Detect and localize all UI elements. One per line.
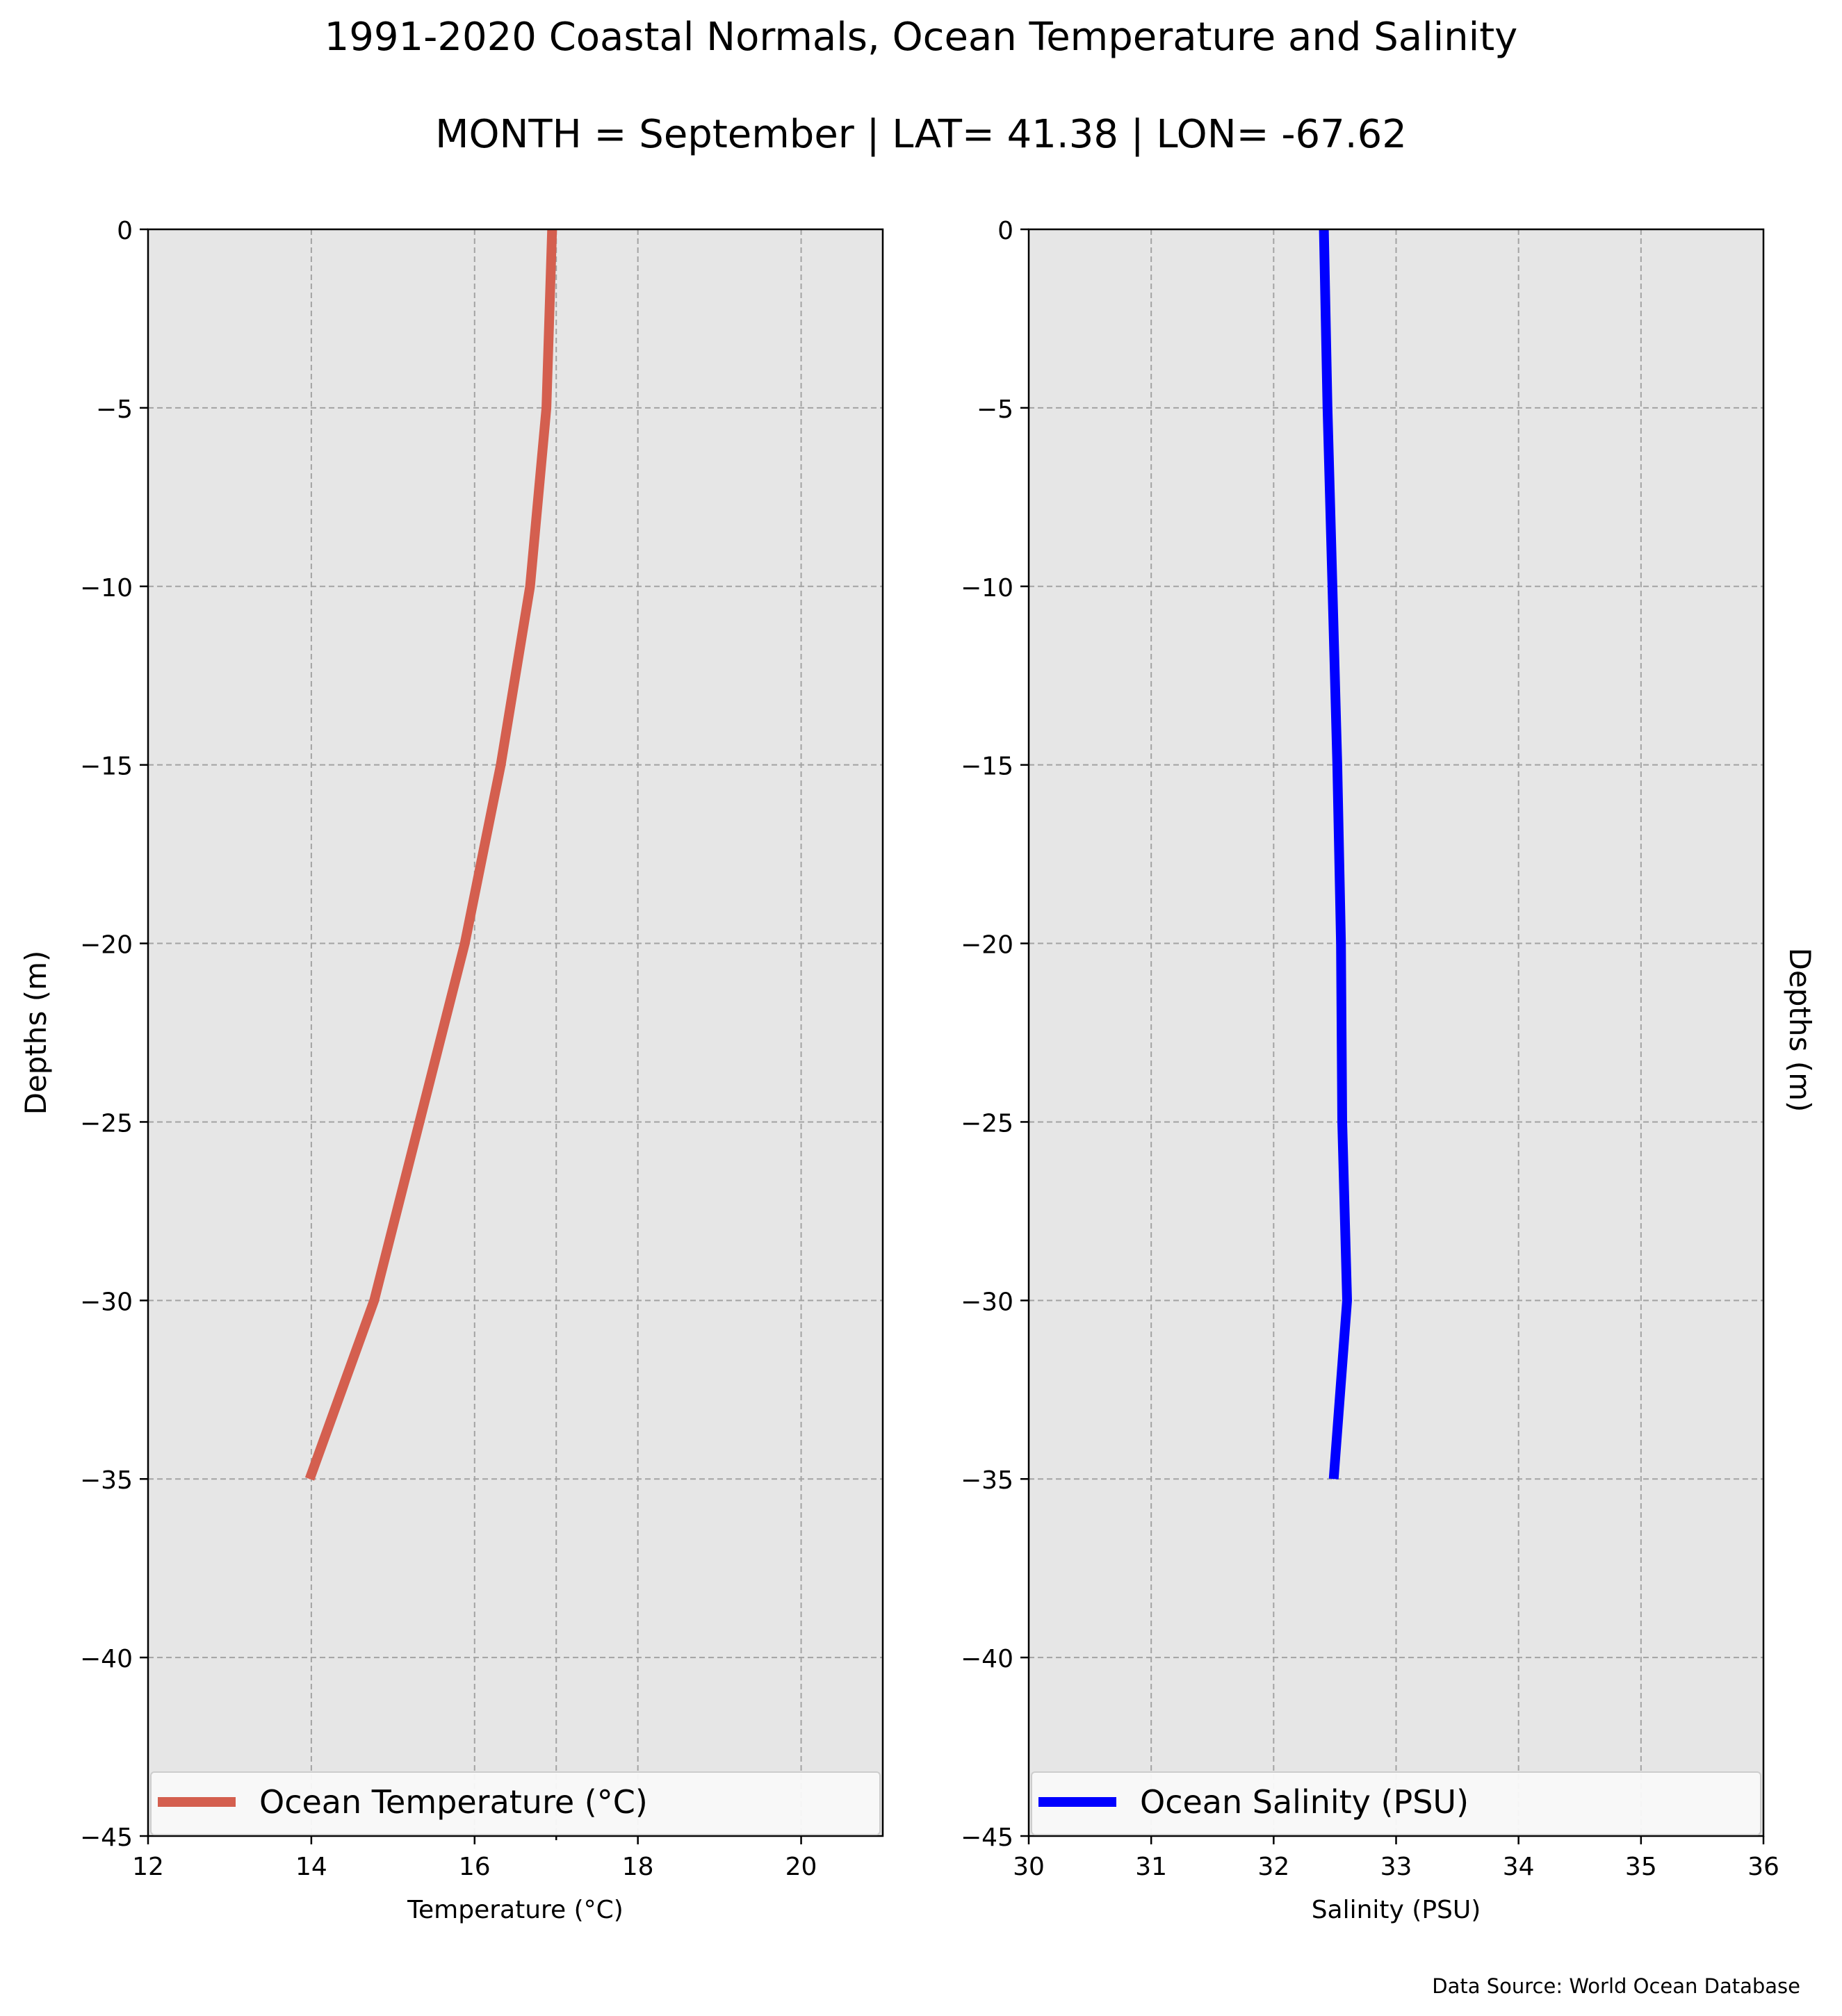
x-tick-label: 16 — [459, 1853, 491, 1881]
y-tick-label: −35 — [961, 1466, 1013, 1495]
legend-box — [150, 1771, 881, 1835]
y-axis-label: Depths (m) — [19, 951, 53, 1115]
x-tick-label: 20 — [785, 1853, 817, 1881]
legend-label: Ocean Temperature (°C) — [259, 1783, 648, 1821]
x-tick-label: 12 — [132, 1853, 164, 1881]
y-tick-label: −25 — [80, 1109, 133, 1138]
y-tick-label: −10 — [80, 574, 133, 603]
y-tick-label: 0 — [997, 217, 1013, 245]
y-tick-label: −20 — [80, 931, 133, 960]
legend: Ocean Salinity (PSU) — [1031, 1771, 1761, 1835]
y-tick-label: −30 — [80, 1288, 133, 1316]
y-tick-label: −5 — [96, 395, 133, 424]
y-tick-label: −15 — [961, 753, 1013, 781]
y-tick-label: −35 — [80, 1466, 133, 1495]
x-tick-label: 33 — [1380, 1853, 1412, 1881]
legend-box — [1031, 1771, 1761, 1835]
axes-frame — [147, 228, 884, 1837]
data-point — [309, 1478, 311, 1480]
y-tick-label: −5 — [977, 395, 1013, 424]
y-tick-label: −45 — [80, 1824, 133, 1852]
right-ylabel: Depths (m) — [1783, 948, 1817, 1113]
y-tick-label: −45 — [961, 1824, 1013, 1852]
x-tick-label: 14 — [295, 1853, 327, 1881]
data-point — [1327, 407, 1328, 409]
series-line — [1319, 229, 1353, 1480]
x-tick-label: 34 — [1503, 1853, 1535, 1881]
x-axis-label: Salinity (PSU) — [1312, 1896, 1481, 1924]
y-tick-label: −25 — [961, 1109, 1013, 1138]
legend: Ocean Temperature (°C) — [150, 1771, 881, 1835]
y-tick-label: −15 — [80, 753, 133, 781]
data-point — [373, 1300, 375, 1301]
chart-subtitle: MONTH = September | LAT= 41.38 | LON= -6… — [435, 112, 1407, 157]
y-tick-label: 0 — [117, 217, 133, 245]
legend-label: Ocean Salinity (PSU) — [1140, 1783, 1469, 1821]
x-tick-label: 32 — [1257, 1853, 1289, 1881]
chart-title: 1991-2020 Coastal Normals, Ocean Tempera… — [325, 15, 1518, 60]
data-point — [1333, 1478, 1335, 1480]
data-point — [500, 764, 501, 766]
y-tick-label: −20 — [961, 931, 1013, 960]
y-tick-label: −30 — [961, 1288, 1013, 1316]
data-point — [464, 943, 466, 944]
x-tick-label: 31 — [1135, 1853, 1167, 1881]
x-tick-label: 35 — [1625, 1853, 1657, 1881]
y-tick-label: −10 — [961, 574, 1013, 603]
x-tick-label: 18 — [622, 1853, 654, 1881]
x-tick-label: 30 — [1013, 1853, 1045, 1881]
plot-area — [148, 229, 883, 1836]
x-axis-label: Temperature (°C) — [407, 1896, 623, 1924]
data-source-note: Data Source: World Ocean Database — [1432, 1974, 1800, 1998]
x-tick-label: 36 — [1747, 1853, 1779, 1881]
y-tick-label: −40 — [961, 1645, 1013, 1673]
data-point — [546, 407, 547, 409]
data-point — [1340, 943, 1342, 944]
data-point — [1346, 1300, 1348, 1301]
y-tick-label: −40 — [80, 1645, 133, 1673]
